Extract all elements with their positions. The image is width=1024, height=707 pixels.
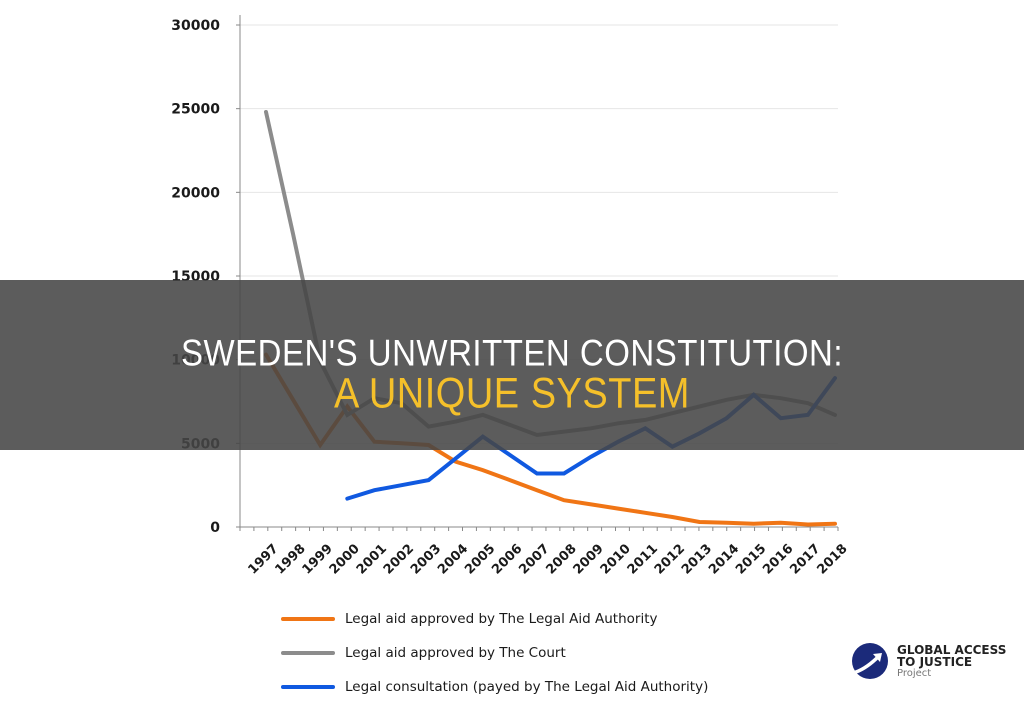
x-tick-label: 2016 xyxy=(760,541,796,577)
x-tick-label: 2013 xyxy=(679,541,715,577)
x-tick-label: 2017 xyxy=(787,541,823,577)
logo-line1: GLOBAL ACCESS xyxy=(897,642,1007,657)
x-tick-label: 2002 xyxy=(381,541,417,577)
y-tick-label: 0 xyxy=(210,520,220,536)
legend-label: Legal consultation (payed by The Legal A… xyxy=(345,679,709,695)
legend-swatch-blue xyxy=(281,685,335,689)
logo-line2: TO JUSTICE xyxy=(897,654,973,669)
y-axis-ticks: 050001000015000200002500030000 xyxy=(171,18,220,536)
x-tick-label: 1999 xyxy=(300,541,336,577)
x-tick-label: 2010 xyxy=(598,541,634,577)
legend-label: Legal aid approved by The Court xyxy=(345,645,566,661)
x-tick-label: 1997 xyxy=(245,541,281,577)
x-axis-ticks: 1997199819992000200120022003200420052006… xyxy=(245,541,850,577)
page-title: SWEDEN'S UNWRITTEN CONSTITUTION: xyxy=(180,331,844,374)
x-tick-label: 2012 xyxy=(652,541,688,577)
global-access-to-justice-logo: GLOBAL ACCESS TO JUSTICE Project xyxy=(851,642,1006,680)
x-tick-label: 2004 xyxy=(435,541,471,577)
globe-arrow-icon xyxy=(852,643,888,679)
y-tick-label: 30000 xyxy=(171,18,220,34)
x-tick-label: 2003 xyxy=(408,541,444,577)
x-tick-label: 2015 xyxy=(733,541,769,577)
axes xyxy=(236,15,839,531)
x-tick-label: 2011 xyxy=(625,541,661,577)
x-tick-label: 2007 xyxy=(516,541,552,577)
x-tick-label: 1998 xyxy=(273,541,309,577)
title-overlay-band xyxy=(0,280,1024,450)
logo-line3: Project xyxy=(897,667,932,679)
x-tick-label: 2014 xyxy=(706,541,742,577)
page-subtitle: A UNIQUE SYSTEM xyxy=(334,370,690,418)
chart-legend: Legal aid approved by The Legal Aid Auth… xyxy=(281,602,708,704)
legend-item-legal-consultation: Legal consultation (payed by The Legal A… xyxy=(281,670,708,704)
x-tick-label: 2009 xyxy=(571,541,607,577)
legend-label: Legal aid approved by The Legal Aid Auth… xyxy=(345,611,658,627)
legend-item-legal-aid-authority: Legal aid approved by The Legal Aid Auth… xyxy=(281,602,708,636)
legend-item-court: Legal aid approved by The Court xyxy=(281,636,708,670)
y-tick-label: 25000 xyxy=(171,102,220,118)
legend-swatch-orange xyxy=(281,617,335,621)
x-tick-label: 2001 xyxy=(354,541,390,577)
x-tick-label: 2008 xyxy=(543,541,579,577)
x-tick-label: 2018 xyxy=(814,541,850,577)
x-tick-label: 2006 xyxy=(489,541,525,577)
x-tick-label: 2000 xyxy=(327,541,363,577)
y-tick-label: 20000 xyxy=(171,185,220,201)
x-tick-label: 2005 xyxy=(462,541,498,577)
legend-swatch-gray xyxy=(281,651,335,655)
